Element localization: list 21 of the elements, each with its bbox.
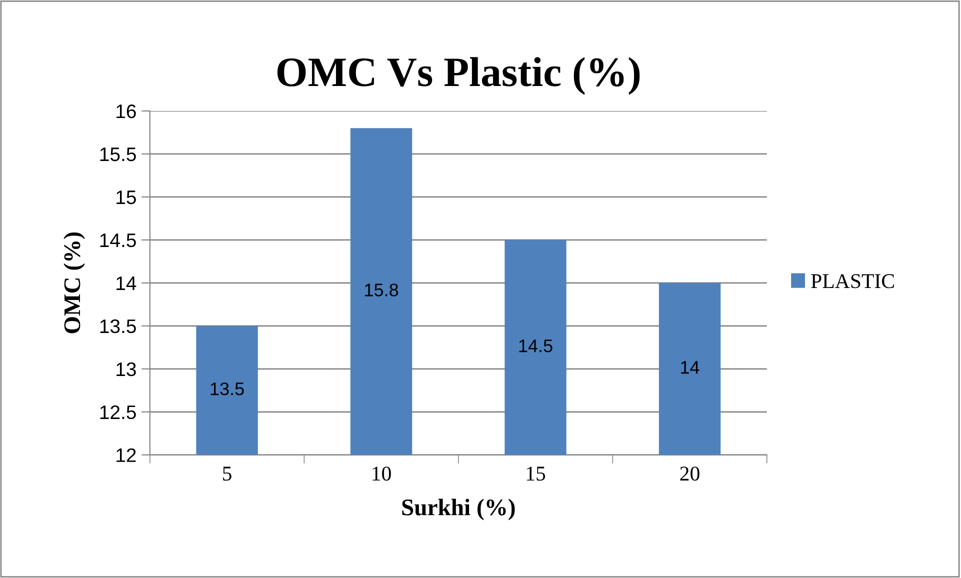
x-tick-label: 15	[526, 466, 546, 481]
data-label: 13.5	[210, 382, 244, 396]
y-tick-label: 15.5	[100, 148, 136, 162]
y-tick-label: 14.5	[100, 234, 136, 248]
data-label: 15.8	[365, 284, 398, 296]
y-tick-label: 12	[116, 448, 136, 462]
data-label: 14	[681, 361, 700, 374]
x-axis-title: Surkhi (%)	[402, 498, 515, 520]
legend-label: PLASTIC	[811, 274, 894, 288]
chart-title: OMC Vs Plastic (%)	[277, 57, 640, 95]
data-label: 14.5	[519, 340, 552, 352]
y-tick-label: 12.5	[100, 405, 136, 420]
x-tick-label: 5	[223, 466, 232, 481]
y-tick-label: 15	[116, 190, 136, 204]
x-tick-label: 20	[680, 466, 700, 481]
y-tick-label: 13.5	[100, 319, 136, 334]
y-axis-title: OMC (%)	[64, 232, 85, 334]
x-tick-label: 10	[372, 466, 391, 481]
y-tick-label: 16	[116, 104, 136, 118]
y-tick-label: 13	[116, 362, 136, 376]
y-tick-label: 14	[116, 276, 136, 290]
